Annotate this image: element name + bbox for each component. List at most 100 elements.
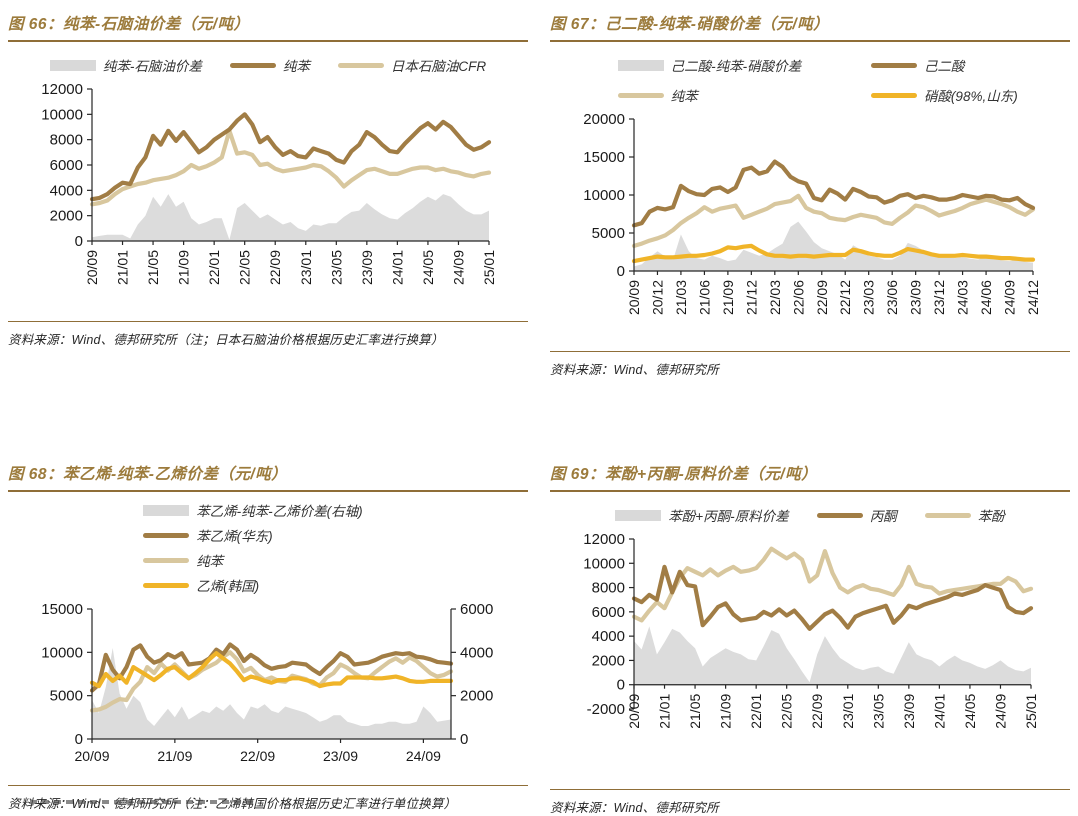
chart-title: 图 67：己二酸-纯苯-硝酸价差（元/吨）	[550, 16, 830, 33]
source-note: 资料来源：Wind、德邦研究所	[550, 363, 719, 377]
x-axis-label: 21/03	[673, 280, 689, 315]
title-divider	[550, 490, 1070, 492]
x-axis-label: 21/09	[176, 250, 192, 285]
title-divider	[8, 490, 528, 492]
legend-label: 苯酚+丙酮-原料价差	[668, 509, 789, 524]
y-axis-label: 20000	[583, 111, 625, 128]
y-axis-label: 6000	[50, 157, 83, 174]
x-axis-label: 23/05	[328, 250, 344, 285]
title-divider	[8, 40, 528, 42]
line-series	[89, 112, 492, 202]
x-axis-label: 24/09	[992, 694, 1008, 729]
x-axis-label: 24/01	[931, 694, 947, 729]
legend-line-swatch	[143, 582, 190, 588]
x-axis-label: 22/09	[809, 694, 825, 729]
line-series	[89, 642, 454, 693]
x-axis-label: 24/01	[389, 250, 405, 285]
x-axis-label: 22/05	[237, 250, 253, 285]
legend-label: 纯苯	[282, 59, 310, 74]
y-axis-label: 2000	[592, 652, 625, 669]
x-axis-label: 21/12	[743, 280, 759, 315]
line-series	[89, 650, 454, 713]
y-axis-label: 10000	[583, 187, 625, 204]
chart-title: 图 69：苯酚+丙酮-原料价差（元/吨）	[550, 466, 818, 483]
x-axis-label: 23/09	[359, 250, 375, 285]
y-axis-label: -2000	[587, 701, 625, 718]
x-axis-label: 24/09	[1002, 280, 1018, 315]
x-axis-label: 23/01	[840, 694, 856, 729]
legend-line-swatch	[924, 512, 971, 518]
legend-label: 纯苯	[670, 89, 698, 104]
legend-line-swatch	[870, 92, 917, 98]
area-series	[92, 648, 451, 739]
x-axis-label: 24/05	[420, 250, 436, 285]
legend-item: 苯酚	[924, 505, 1005, 525]
y-axis-label: 15000	[41, 601, 83, 618]
legend-line-swatch	[617, 92, 664, 98]
x-axis-label: 23/06	[884, 280, 900, 315]
y-axis-label: 6000	[592, 604, 625, 621]
legend-line-swatch	[143, 557, 190, 563]
legend-label: 纯苯	[196, 554, 224, 569]
x-axis-label: 24/09	[406, 748, 441, 764]
chart-plot: -2000 0 2000 4000 6000 8000 10000 12000 20/09 21/…	[550, 529, 1070, 780]
legend-item: 己二酸-纯苯-硝酸价差	[617, 55, 871, 75]
x-axis-label: 21/05	[687, 694, 703, 729]
legend-label: 苯乙烯(华东)	[196, 529, 273, 544]
y-axis-label: 4000	[50, 182, 83, 199]
legend-item: 苯乙烯-纯苯-乙烯价差(右轴)	[143, 500, 363, 520]
x-axis-label: 24/09	[450, 250, 466, 285]
y-axis-label: 0	[617, 677, 625, 694]
x-axis-label: 22/05	[779, 694, 795, 729]
chart-legend: 己二酸-纯苯-硝酸价差 己二酸 纯苯 硝酸(98%,山东)	[550, 55, 1070, 105]
y-axis-label: 8000	[50, 132, 83, 149]
y2-axis-label: 0	[460, 731, 468, 748]
legend-item: 乙烯(韩国)	[143, 575, 259, 595]
legend-label: 硝酸(98%,山东)	[923, 89, 1018, 104]
legend-area-swatch	[49, 59, 96, 71]
y-axis-label: 5000	[592, 225, 625, 242]
y-axis-label: 12000	[583, 531, 625, 548]
x-axis-label: 23/12	[931, 280, 947, 315]
plot-svg: -2000 0 2000 4000 6000 8000 10000 12000 20/09 21/…	[583, 531, 1039, 729]
y-axis-label: 0	[75, 233, 83, 250]
legend-line-swatch	[337, 62, 384, 68]
legend-item: 苯酚+丙酮-原料价差	[615, 505, 789, 525]
chart-legend: 纯苯-石脑油价差 纯苯 日本石脑油CFR	[8, 55, 528, 75]
chart-plot: 0 5000 10000 15000 0 2000 4000 6000 20/09 21/09 22…	[8, 599, 528, 776]
x-axis-label: 20/09	[74, 748, 109, 764]
legend-item: 日本石脑油CFR	[337, 55, 487, 75]
x-axis-label: 20/09	[626, 694, 642, 729]
x-axis-label: 24/12	[1025, 280, 1041, 315]
y-axis-label: 10000	[583, 555, 625, 572]
source-divider	[550, 789, 1070, 790]
x-axis-label: 22/09	[814, 280, 830, 315]
x-axis-label: 21/06	[696, 280, 712, 315]
line-series	[631, 243, 1036, 264]
legend-line-swatch	[229, 62, 276, 68]
legend-label: 乙烯(韩国)	[196, 579, 260, 594]
y-axis-label: 5000	[50, 688, 83, 705]
title-divider	[550, 40, 1070, 42]
x-axis-label: 23/09	[908, 280, 924, 315]
y2-axis-label: 4000	[460, 644, 493, 661]
x-axis-label: 24/06	[978, 280, 994, 315]
line-series	[89, 651, 454, 689]
y2-axis-label: 6000	[460, 601, 493, 618]
x-axis-label: 25/01	[481, 250, 497, 285]
chart-title: 图 66：纯苯-石脑油价差（元/吨）	[8, 16, 250, 33]
chart-title: 图 68：苯乙烯-纯苯-乙烯价差（元/吨）	[8, 466, 288, 483]
x-axis-label: 22/09	[240, 748, 275, 764]
legend-item: 纯苯	[617, 85, 871, 105]
y-axis-label: 15000	[583, 149, 625, 166]
clipped-text-strip	[30, 800, 258, 804]
legend-item: 纯苯	[143, 550, 223, 570]
legend-label: 日本石脑油CFR	[390, 59, 487, 74]
legend-label: 苯酚	[977, 509, 1005, 524]
chart-plot: 0 5000 10000 15000 20000 20/09 20/12 21/03 21/06…	[550, 109, 1070, 342]
area-series	[92, 194, 489, 241]
x-axis-label: 21/09	[157, 748, 192, 764]
chart-legend: 苯酚+丙酮-原料价差 丙酮 苯酚	[550, 505, 1070, 525]
